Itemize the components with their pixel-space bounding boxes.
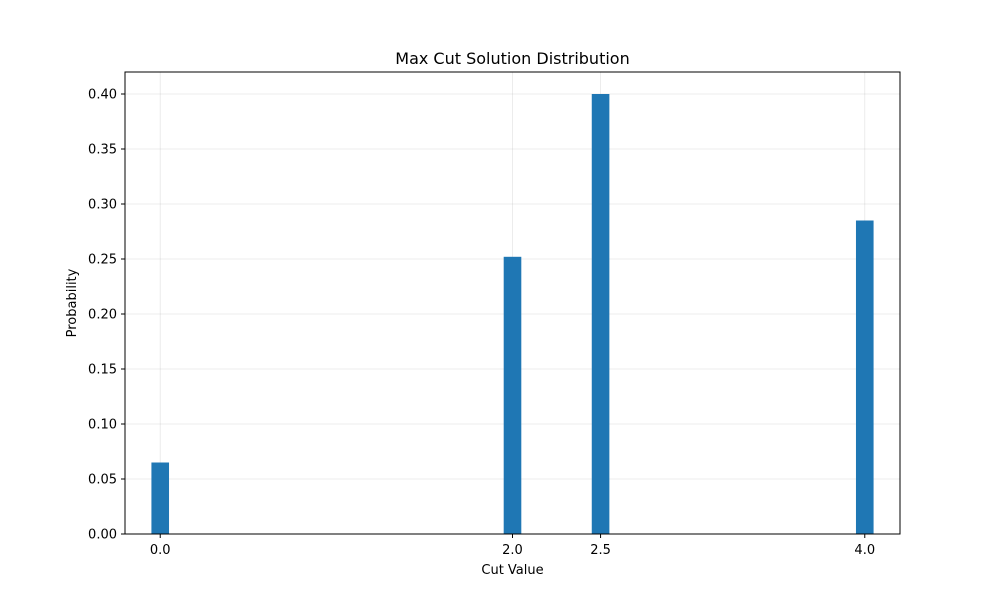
bar: [503, 256, 522, 534]
y-tick-label: 0.35: [88, 143, 117, 158]
x-tick-label: 2.5: [590, 543, 611, 558]
y-tick-label: 0.10: [88, 418, 117, 433]
x-tick-label: 4.0: [854, 543, 875, 558]
bar: [151, 462, 170, 534]
chart-title: Max Cut Solution Distribution: [395, 49, 629, 68]
x-axis: 0.0 2.0 2.5 4.0: [150, 534, 875, 558]
bars: [151, 94, 874, 534]
bar: [855, 220, 874, 534]
y-tick-label: 0.40: [88, 88, 117, 103]
y-axis: 0.00 0.05 0.10 0.15 0.20 0.25 0.30 0.35 0.40: [88, 88, 125, 543]
y-tick-label: 0.25: [88, 253, 117, 268]
y-tick-label: 0.30: [88, 198, 117, 213]
x-tick-label: 2.0: [502, 543, 523, 558]
y-tick-label: 0.00: [88, 528, 117, 543]
x-axis-label: Cut Value: [481, 563, 543, 578]
bar: [591, 94, 610, 534]
y-tick-label: 0.15: [88, 363, 117, 378]
y-tick-label: 0.20: [88, 308, 117, 323]
x-tick-label: 0.0: [150, 543, 171, 558]
y-axis-label: Probability: [65, 268, 80, 337]
y-tick-label: 0.05: [88, 473, 117, 488]
